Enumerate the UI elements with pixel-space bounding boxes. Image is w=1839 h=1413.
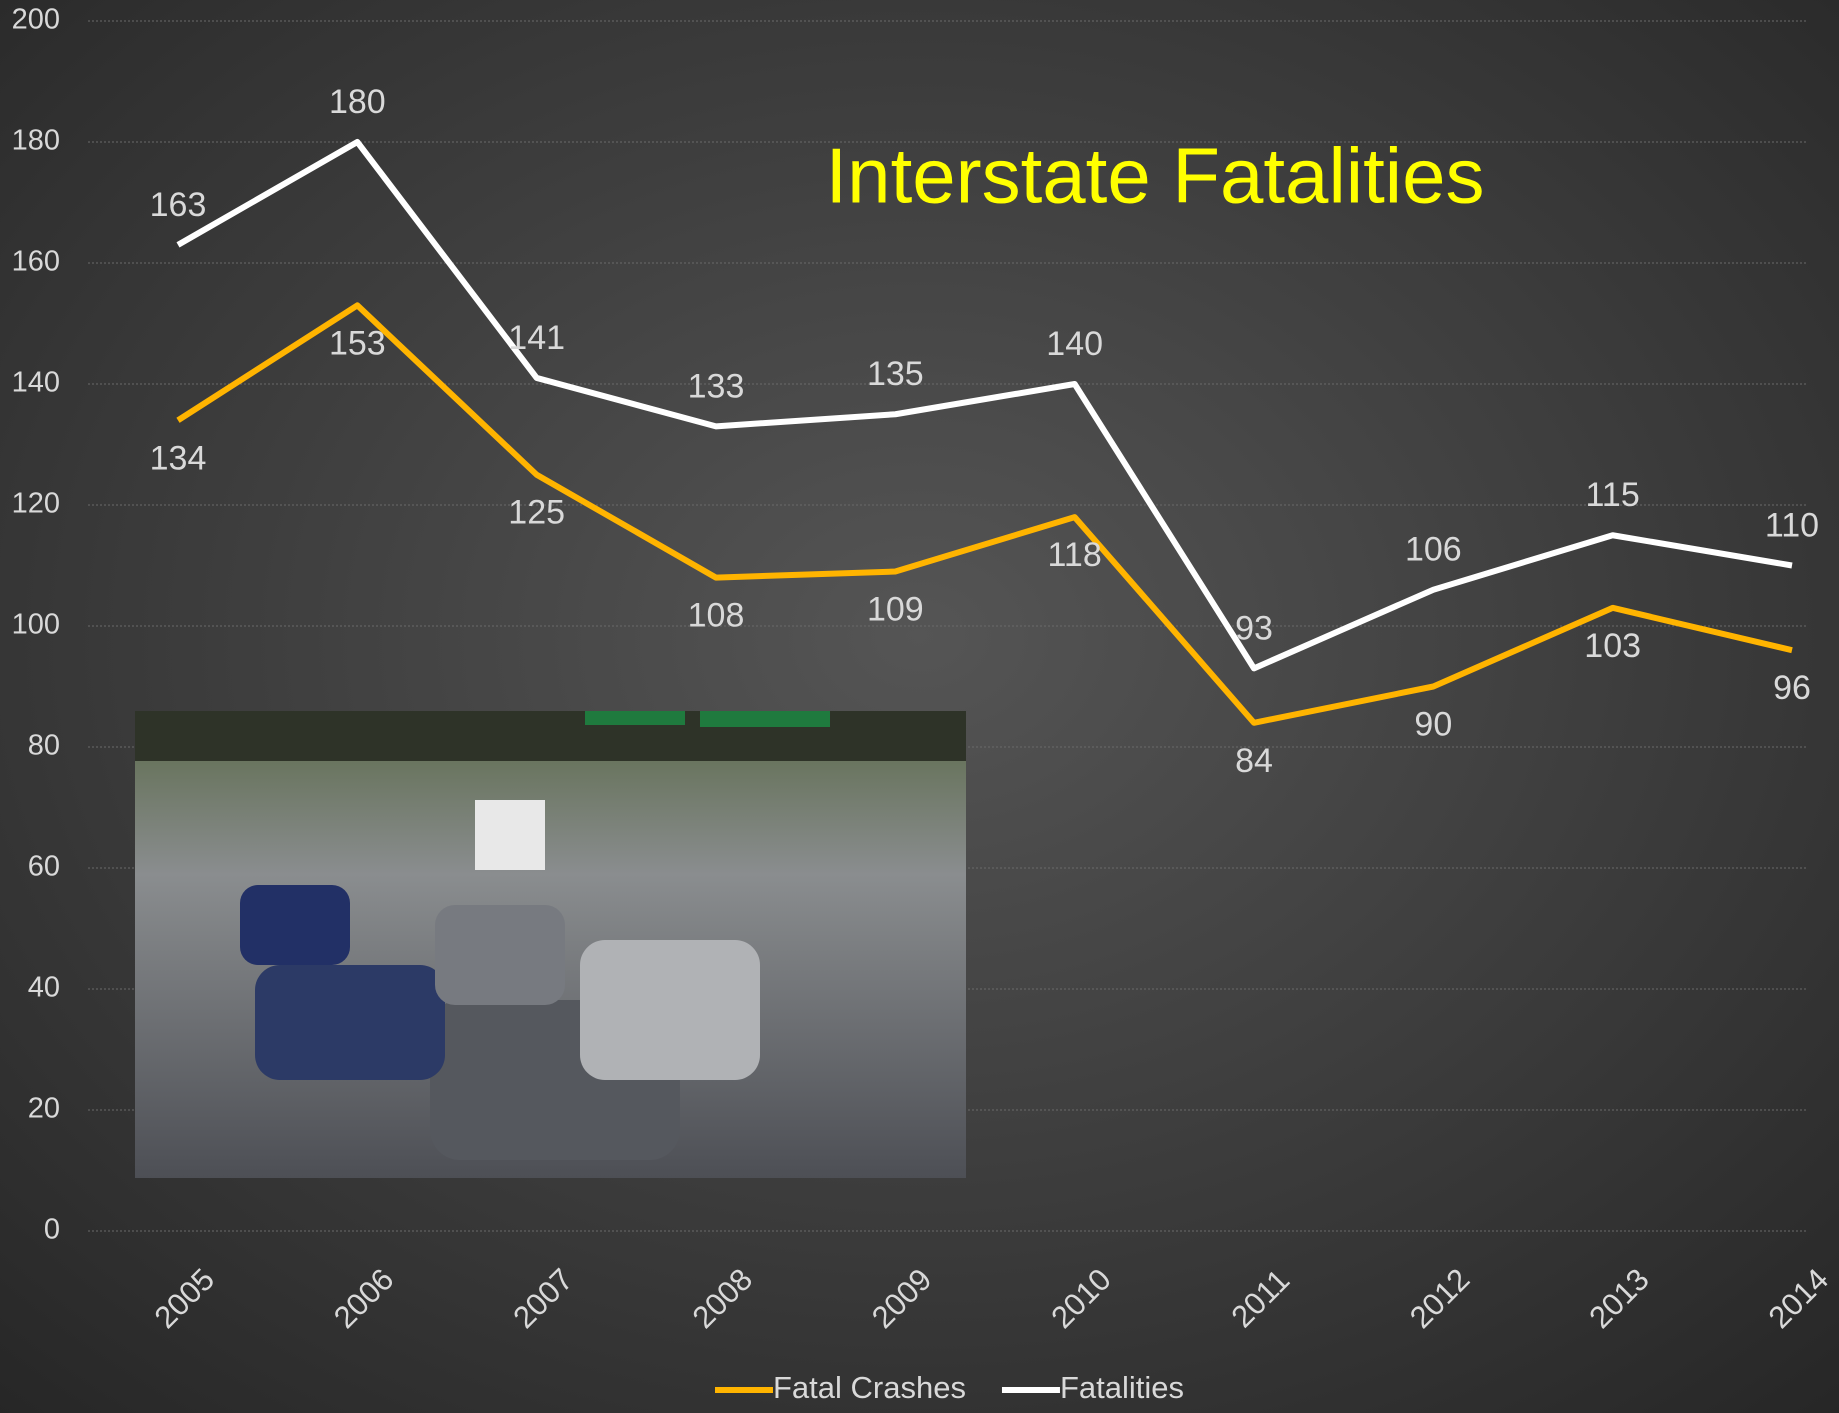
data-label: 125 [508,494,565,532]
photo-ambulance [475,800,545,870]
y-tick-label: 100 [12,609,60,641]
series-line [176,139,1793,672]
data-label: 140 [1046,325,1103,363]
legend-label: Fatalities [1060,1370,1184,1405]
data-label: 103 [1584,627,1641,665]
series-line [176,302,1793,726]
y-tick-label: 60 [28,851,60,883]
data-label: 84 [1235,742,1273,780]
photo-car [255,965,445,1080]
chart-title: Interstate Fatalities [826,132,1485,220]
photo-car [435,905,565,1005]
data-label: 90 [1414,705,1452,743]
data-label: 93 [1235,609,1273,647]
y-tick-label: 200 [12,4,60,36]
data-label: 118 [1048,536,1102,574]
data-label: 108 [688,597,745,635]
data-label: 180 [329,83,386,121]
data-label: 109 [867,591,924,629]
photo-overpass [135,711,966,761]
data-label: 163 [150,186,207,224]
photo-car [240,885,350,965]
y-tick-label: 40 [28,972,60,1004]
data-label: 96 [1773,669,1811,707]
data-label: 110 [1765,506,1819,544]
data-label: 106 [1405,531,1462,569]
data-label: 133 [688,367,745,405]
y-tick-label: 20 [28,1093,60,1125]
y-tick-label: 160 [12,246,60,278]
data-label: 134 [150,439,207,477]
y-tick-label: 80 [28,730,60,762]
photo-sign [585,711,685,725]
data-label: 153 [329,324,386,362]
data-label: 115 [1586,476,1640,514]
photo-sign [700,711,830,727]
data-label: 135 [867,355,924,393]
y-tick-label: 140 [12,367,60,399]
photo [135,711,966,1178]
y-tick-label: 0 [44,1214,60,1246]
photo-car [580,940,760,1080]
y-tick-label: 120 [12,488,60,520]
data-label: 141 [508,319,565,357]
y-tick-label: 180 [12,125,60,157]
legend-label: Fatal Crashes [773,1370,966,1405]
